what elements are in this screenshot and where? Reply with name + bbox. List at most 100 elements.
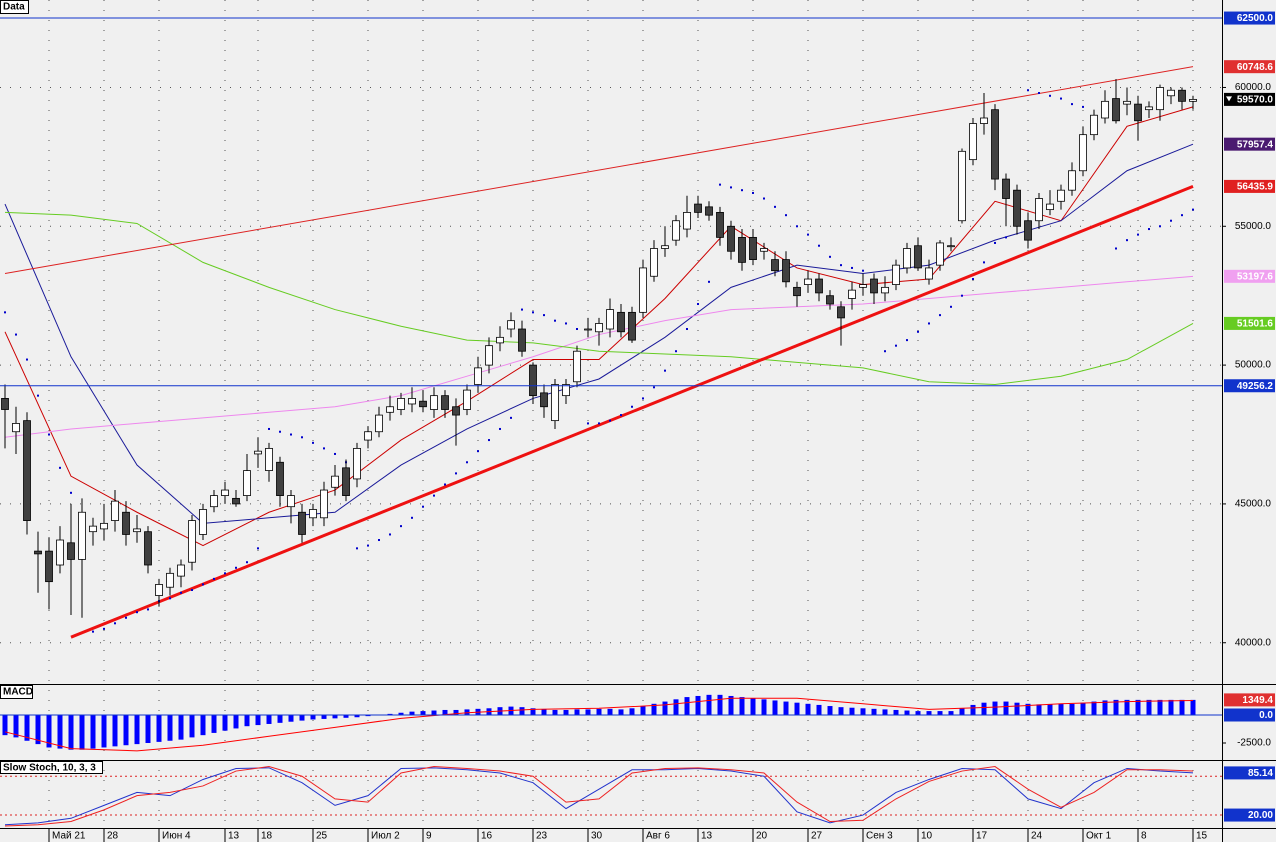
candle-body bbox=[540, 392, 548, 408]
macd-bar bbox=[684, 697, 690, 716]
macd-bar bbox=[123, 715, 129, 746]
level-box bbox=[1224, 708, 1275, 722]
candle-body bbox=[683, 211, 691, 230]
sar-dot bbox=[631, 405, 633, 408]
macd-bar bbox=[783, 701, 789, 716]
macd-bar bbox=[343, 715, 349, 718]
macd-bar bbox=[838, 707, 844, 716]
candle-body bbox=[419, 400, 427, 408]
sar-dot bbox=[961, 294, 963, 297]
candle-body bbox=[595, 323, 603, 333]
sar-dot bbox=[752, 191, 754, 194]
level-label: 59570.0 bbox=[1237, 95, 1274, 106]
sar-dot bbox=[719, 183, 721, 186]
macd-bar bbox=[904, 710, 910, 716]
level-label: 53197.6 bbox=[1237, 271, 1274, 282]
x-tick-label: Сен 3 bbox=[866, 831, 893, 842]
sar-dot bbox=[334, 452, 336, 455]
candle-body bbox=[562, 384, 570, 397]
sar-dot bbox=[1071, 103, 1073, 106]
macd-bar bbox=[1058, 703, 1064, 716]
trendline bbox=[70, 185, 1194, 639]
level-label: 1349.4 bbox=[1242, 695, 1273, 706]
candle-body bbox=[1013, 189, 1021, 227]
candle-body bbox=[749, 236, 757, 260]
sar-dot bbox=[92, 630, 94, 633]
candle-body bbox=[1057, 189, 1065, 202]
macd-bar bbox=[970, 704, 976, 716]
macd-bar bbox=[453, 709, 459, 716]
title-box bbox=[0, 0, 29, 14]
macd-bar bbox=[827, 706, 833, 716]
candle-body bbox=[485, 345, 493, 366]
candle-body bbox=[661, 245, 669, 249]
candle-body bbox=[584, 328, 592, 331]
sar-dot bbox=[1060, 97, 1062, 100]
candle-body bbox=[221, 489, 229, 496]
y-tick-label: -2500.0 bbox=[1237, 738, 1271, 749]
macd-bar bbox=[596, 708, 602, 716]
candle-body bbox=[364, 431, 372, 441]
macd-bar bbox=[68, 715, 74, 750]
sar-dot bbox=[1181, 214, 1183, 217]
sar-dot bbox=[224, 572, 226, 575]
macd-bar bbox=[35, 715, 41, 745]
macd-bar bbox=[167, 715, 173, 741]
macd-bar bbox=[2, 715, 8, 736]
level-box bbox=[1224, 92, 1275, 106]
candle-body bbox=[133, 528, 141, 533]
sar-dot bbox=[1126, 239, 1128, 242]
macd-bar bbox=[24, 715, 30, 741]
title-box bbox=[0, 685, 33, 699]
macd-bar bbox=[233, 715, 239, 729]
candle-body bbox=[672, 220, 680, 241]
macd-bar bbox=[277, 715, 283, 723]
macd-bar bbox=[321, 715, 327, 719]
macd-bar bbox=[662, 701, 668, 716]
candle-body bbox=[463, 389, 471, 410]
x-tick-label: 15 bbox=[1196, 831, 1208, 842]
macd-bar bbox=[244, 715, 250, 727]
sar-dot bbox=[939, 314, 941, 317]
level-label: 0.0 bbox=[1259, 710, 1273, 721]
candle-body bbox=[529, 364, 537, 397]
candle-body bbox=[89, 525, 97, 533]
level-label: 20.00 bbox=[1248, 810, 1273, 821]
candle-body bbox=[826, 295, 834, 305]
candle-body bbox=[408, 398, 416, 405]
sar-dot bbox=[774, 205, 776, 208]
x-tick-label: Июн 4 bbox=[162, 831, 191, 842]
macd-bar bbox=[211, 715, 217, 733]
macd-bar bbox=[1047, 704, 1053, 716]
sar-dot bbox=[411, 516, 413, 519]
sar-dot bbox=[730, 186, 732, 189]
x-tick-label: 16 bbox=[481, 831, 493, 842]
x-tick-label: Июл 2 bbox=[371, 831, 400, 842]
macd-bar bbox=[1179, 699, 1185, 716]
sar-dot bbox=[378, 539, 380, 542]
sar-dot bbox=[147, 608, 149, 611]
macd-bar bbox=[860, 708, 866, 716]
macd-bar bbox=[816, 704, 822, 716]
level-label: 62500.0 bbox=[1237, 13, 1274, 24]
sar-dot bbox=[290, 433, 292, 436]
candle-body bbox=[793, 286, 801, 297]
candle-body bbox=[45, 550, 53, 583]
candle-body bbox=[1024, 220, 1032, 241]
candle-body bbox=[1156, 87, 1164, 111]
candle-body bbox=[276, 461, 284, 496]
macd-bar bbox=[915, 711, 921, 716]
sar-dot bbox=[202, 583, 204, 586]
macd-bar bbox=[552, 709, 558, 716]
candle-body bbox=[650, 248, 658, 277]
candle-body bbox=[1167, 89, 1175, 97]
candle-body bbox=[78, 511, 86, 560]
candle-body bbox=[166, 572, 174, 588]
sar-dot bbox=[59, 466, 61, 469]
macd-bar bbox=[1146, 699, 1152, 716]
candle-body bbox=[34, 550, 42, 555]
sar-dot bbox=[312, 441, 314, 444]
sar-dot bbox=[840, 264, 842, 267]
macd-bar bbox=[90, 715, 96, 749]
